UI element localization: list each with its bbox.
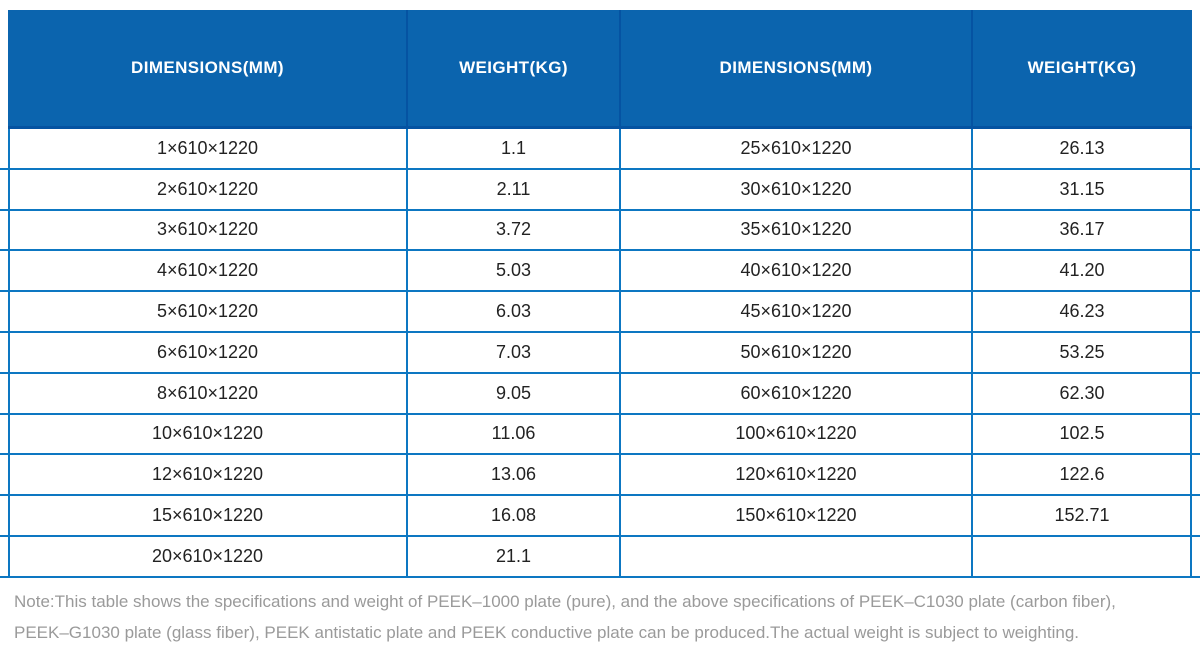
table-row: 4×610×1220 5.03 40×610×1220 41.20 xyxy=(0,251,1200,293)
table-cell: 20×610×1220 xyxy=(151,545,264,566)
table-cell: 25×610×1220 xyxy=(740,137,852,158)
column-header: WEIGHT(KG) xyxy=(459,58,568,77)
note-line-2: PEEK–G1030 plate (glass fiber), PEEK ant… xyxy=(14,623,1080,642)
table-cell: 46.23 xyxy=(1059,301,1105,322)
table-cell: 100×610×1220 xyxy=(735,423,857,444)
table-row: 6×610×1220 7.03 50×610×1220 53.25 xyxy=(0,333,1200,374)
table-cell: 53.25 xyxy=(1059,341,1105,362)
header-divider xyxy=(619,10,621,126)
table-cell: 1×610×1220 xyxy=(156,137,259,158)
column-header: DIMENSIONS(MM) xyxy=(719,58,873,77)
table-header: DIMENSIONS(MM) WEIGHT(KG) DIMENSIONS(MM) WE… xyxy=(8,10,1192,129)
table-cell xyxy=(620,537,972,576)
table-row: 3×610×1220 3.72 35×610×1220 36.17 xyxy=(0,211,1200,252)
table-cell: 6×610×1220 xyxy=(156,341,259,362)
table-cell: 15×610×1220 xyxy=(151,505,264,526)
table-cell: 5×610×1220 xyxy=(156,301,259,322)
table-row: 2×610×1220 2.11 30×610×1220 31.15 xyxy=(0,170,1200,211)
table-cell xyxy=(972,537,1192,576)
table-cell: 36.17 xyxy=(1059,219,1105,240)
table-cell: 3.72 xyxy=(495,219,532,240)
table-cell: 62.30 xyxy=(1059,382,1105,403)
table-cell: 5.03 xyxy=(495,260,532,281)
table-cell: 6.03 xyxy=(495,301,532,322)
table-cell: 12×610×1220 xyxy=(151,464,264,485)
table-row: 1×610×1220 1.1 25×610×1220 26.13 xyxy=(0,129,1200,170)
table-cell: 8×610×1220 xyxy=(156,382,259,403)
table-grid-vline xyxy=(971,129,973,578)
table-note: Note:This table shows the specifications… xyxy=(14,586,1190,648)
table-cell: 2.11 xyxy=(496,178,531,199)
table-cell: 45×610×1220 xyxy=(740,301,852,322)
table-grid-vline xyxy=(8,129,10,578)
column-header: DIMENSIONS(MM) xyxy=(131,58,284,77)
table-cell: 7.03 xyxy=(495,341,532,362)
table-cell: 2×610×1220 xyxy=(156,178,259,199)
table-grid-vline xyxy=(406,129,408,578)
header-divider xyxy=(971,10,973,126)
table-cell: 21.1 xyxy=(495,545,532,566)
note-line-1: Note:This table shows the specifications… xyxy=(14,592,1116,611)
table-cell: 120×610×1220 xyxy=(735,464,857,485)
table-cell: 10×610×1220 xyxy=(151,423,264,444)
table-body: 1×610×1220 1.1 25×610×1220 26.13 2×610×1220 2… xyxy=(0,129,1200,578)
column-header: WEIGHT(KG) xyxy=(1027,58,1137,77)
table-cell: 3×610×1220 xyxy=(156,219,259,240)
table-cell: 50×610×1220 xyxy=(740,341,852,362)
table-cell: 41.20 xyxy=(1059,260,1105,281)
table-cell: 35×610×1220 xyxy=(740,219,852,240)
table-cell: 60×610×1220 xyxy=(740,382,852,403)
table-cell: 30×610×1220 xyxy=(740,178,852,199)
table-row: 5×610×1220 6.03 45×610×1220 46.23 xyxy=(0,292,1200,333)
table-grid-vline xyxy=(619,129,621,578)
table-cell: 31.15 xyxy=(1059,178,1105,199)
table-cell: 11.06 xyxy=(491,423,536,444)
table-row: 10×610×1220 11.06 100×610×1220 102.5 xyxy=(0,415,1200,456)
table-cell: 16.08 xyxy=(490,505,537,526)
table-cell: 13.06 xyxy=(490,464,537,485)
table-cell: 9.05 xyxy=(495,382,532,403)
table-cell: 152.71 xyxy=(1054,505,1110,526)
table-cell: 102.5 xyxy=(1059,423,1105,444)
table-cell: 26.13 xyxy=(1059,137,1105,158)
table-row: 12×610×1220 13.06 120×610×1220 122.6 xyxy=(0,455,1200,497)
table-grid-vline xyxy=(1190,129,1192,578)
header-divider xyxy=(406,10,408,126)
table-row: 15×610×1220 16.08 150×610×1220 152.71 xyxy=(0,496,1200,537)
table-cell: 1.1 xyxy=(500,137,527,158)
table-row: 8×610×1220 9.05 60×610×1220 62.30 xyxy=(0,374,1200,415)
table-cell: 40×610×1220 xyxy=(740,260,852,281)
table-cell: 122.6 xyxy=(1059,464,1105,485)
table-row: 20×610×1220 21.1 xyxy=(0,537,1200,578)
table-cell: 150×610×1220 xyxy=(735,505,857,526)
table-cell: 4×610×1220 xyxy=(156,260,259,281)
